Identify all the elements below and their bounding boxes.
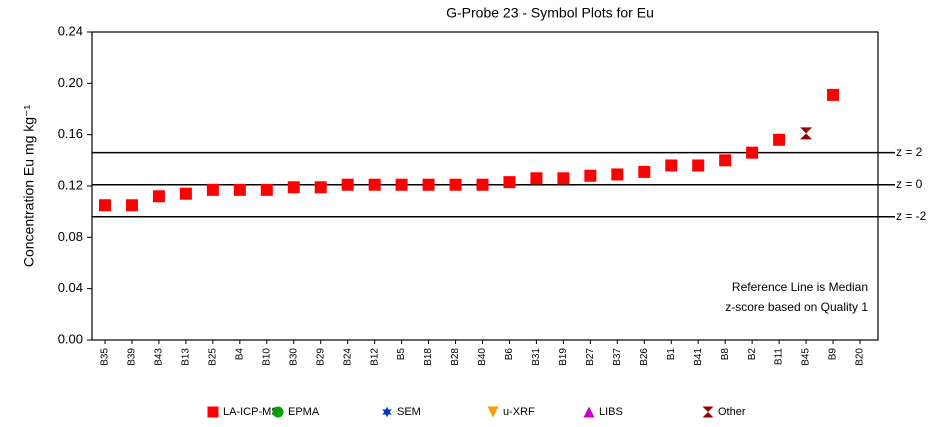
y-tick-label: 0.20: [58, 75, 83, 90]
reference-label: z = 0: [896, 177, 923, 191]
data-point: [99, 199, 111, 212]
legend-marker: [207, 406, 219, 418]
x-tick-label: B4: [234, 348, 245, 361]
data-point: [179, 187, 192, 200]
x-tick-label: B8: [720, 348, 731, 361]
x-tick-label: B41: [693, 348, 704, 366]
y-tick-label: 0.12: [58, 177, 83, 192]
x-tick-label: B37: [612, 348, 623, 366]
data-point: [827, 88, 840, 101]
data-point: [206, 183, 219, 196]
data-point: [665, 159, 678, 172]
x-tick-label: B30: [288, 348, 299, 366]
x-tick-label: B28: [450, 348, 461, 366]
legend-label: u-XRF: [503, 406, 535, 418]
legend-label: SEM: [397, 406, 421, 418]
data-point: [125, 199, 138, 212]
data-point: [422, 178, 435, 191]
legend-label: EPMA: [288, 406, 320, 418]
data-point: [746, 146, 759, 159]
x-tick-label: B29: [315, 348, 326, 366]
data-point: [449, 178, 462, 191]
y-axis-label: Concentration Eu mg kg⁻¹: [21, 105, 37, 268]
legend-label: Other: [718, 406, 746, 418]
legend-label: LIBS: [599, 406, 623, 418]
x-tick-label: B9: [828, 348, 839, 361]
x-tick-label: B2: [747, 348, 758, 361]
x-tick-label: B5: [396, 348, 407, 361]
annotation: z-score based on Quality 1: [725, 300, 868, 314]
legend-marker: [382, 406, 392, 418]
x-tick-label: B13: [181, 348, 192, 366]
x-tick-label: B31: [531, 348, 542, 366]
x-tick-label: B10: [261, 348, 272, 366]
y-tick-label: 0.16: [58, 126, 83, 141]
legend-marker: [702, 406, 714, 418]
data-point: [638, 165, 651, 178]
legend-marker: [583, 406, 595, 418]
data-point: [692, 159, 705, 172]
x-tick-label: B19: [558, 348, 569, 366]
data-point: [395, 178, 408, 191]
data-point: [557, 172, 570, 185]
data-point: [611, 168, 624, 181]
x-tick-label: B11: [774, 348, 785, 365]
data-point: [503, 176, 516, 189]
legend-marker: [272, 406, 284, 418]
reference-label: z = -2: [896, 209, 927, 223]
reference-label: z = 2: [896, 145, 923, 159]
y-tick-label: 0.24: [58, 23, 83, 38]
chart-title: G-Probe 23 - Symbol Plots for Eu: [446, 5, 654, 21]
x-tick-label: B20: [855, 348, 866, 366]
x-tick-label: B26: [639, 348, 650, 366]
data-point: [152, 190, 165, 203]
data-point: [476, 178, 489, 191]
x-tick-label: B24: [342, 348, 353, 366]
x-tick-label: B35: [100, 348, 111, 366]
data-point: [773, 133, 786, 146]
x-tick-label: B39: [127, 348, 138, 366]
data-point: [287, 181, 300, 194]
data-point: [800, 127, 813, 140]
x-tick-label: B1: [666, 348, 677, 361]
x-tick-label: B6: [504, 348, 515, 361]
data-point: [314, 181, 327, 194]
data-point: [260, 183, 273, 196]
data-point: [584, 169, 597, 182]
x-tick-label: B27: [585, 348, 596, 366]
x-tick-label: B45: [801, 348, 812, 366]
data-point: [530, 172, 543, 185]
x-tick-label: B18: [423, 348, 434, 366]
legend-marker: [487, 406, 499, 418]
legend-label: LA-ICP-MS: [223, 406, 279, 418]
x-tick-label: B40: [477, 348, 488, 366]
data-point: [233, 183, 246, 196]
data-point: [719, 154, 732, 167]
x-tick-label: B43: [154, 348, 165, 366]
data-point: [368, 178, 381, 191]
x-tick-label: B25: [207, 348, 218, 366]
annotation: Reference Line is Median: [732, 280, 868, 294]
data-point: [341, 178, 354, 191]
y-tick-label: 0.00: [58, 331, 83, 346]
x-tick-label: B12: [369, 348, 380, 366]
y-tick-label: 0.04: [58, 280, 83, 295]
y-tick-label: 0.08: [58, 229, 83, 244]
